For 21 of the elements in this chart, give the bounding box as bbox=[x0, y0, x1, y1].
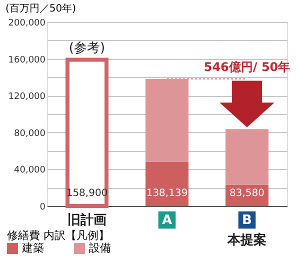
bar bbox=[146, 162, 188, 206]
total-label: 83,580 bbox=[230, 188, 264, 199]
annotation: (参考) bbox=[68, 40, 106, 56]
y-axis-title: (百万円／50年) bbox=[6, 2, 76, 14]
bar bbox=[226, 129, 268, 185]
total-label: 138,139 bbox=[146, 188, 188, 199]
text: 本提案 bbox=[226, 232, 266, 248]
y-tick-label: 200,000 bbox=[8, 18, 46, 28]
x-tick-label: A bbox=[162, 213, 172, 228]
x-tick-label: 旧計画 bbox=[68, 212, 106, 228]
legend-label: 設備 bbox=[89, 242, 111, 255]
y-tick-label: 80,000 bbox=[14, 128, 46, 139]
y-tick-label: 0 bbox=[40, 202, 46, 212]
y-tick-label: 160,000 bbox=[8, 55, 46, 66]
y-tick-label: 120,000 bbox=[8, 92, 46, 102]
x-tick-label: B bbox=[242, 213, 252, 228]
legend-label: 建築 bbox=[21, 242, 44, 255]
legend-title: 修繕費 内訳【凡例】 bbox=[7, 229, 110, 242]
annotation: 546億円/ 50年 bbox=[204, 60, 290, 74]
bar bbox=[146, 78, 188, 162]
y-tick-label: 40,000 bbox=[14, 166, 46, 176]
